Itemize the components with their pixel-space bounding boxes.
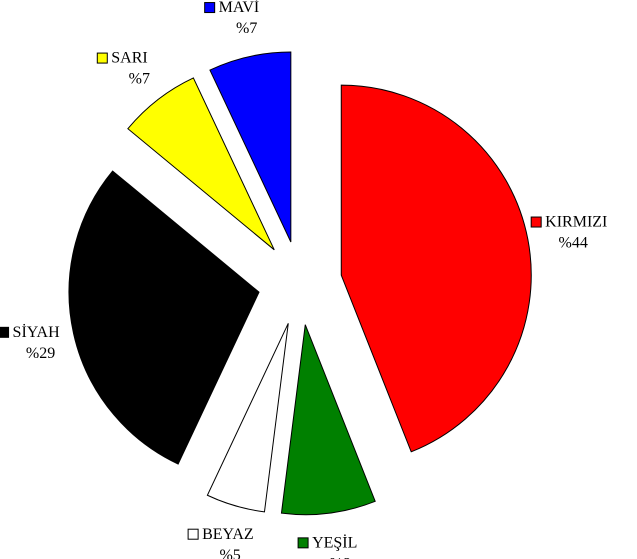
pie-slice (127, 77, 275, 251)
legend-swatch (0, 326, 10, 338)
value-label: %7 (129, 71, 150, 88)
category-label: SİYAH (13, 323, 61, 341)
value-label: %7 (236, 20, 257, 37)
legend-swatch (297, 537, 309, 549)
category-label: MAVİ (219, 0, 260, 16)
legend-swatch (96, 52, 108, 64)
pie-slice (209, 51, 292, 243)
legend-swatch (204, 2, 216, 14)
legend-swatch (530, 216, 542, 228)
pie-slice (280, 324, 376, 516)
category-label: BEYAZ (202, 526, 254, 543)
value-label: %5 (219, 547, 240, 559)
pie-slice (340, 84, 532, 453)
category-label: YEŞİL (312, 534, 357, 552)
value-label: %8 (329, 556, 350, 559)
category-label: KIRMIZI (545, 214, 607, 231)
value-label: %44 (559, 235, 588, 252)
pie-slice (68, 170, 260, 465)
category-label: SARI (111, 50, 147, 67)
legend-swatch (187, 528, 199, 540)
pie-slice (206, 323, 289, 513)
value-label: %29 (26, 345, 55, 362)
